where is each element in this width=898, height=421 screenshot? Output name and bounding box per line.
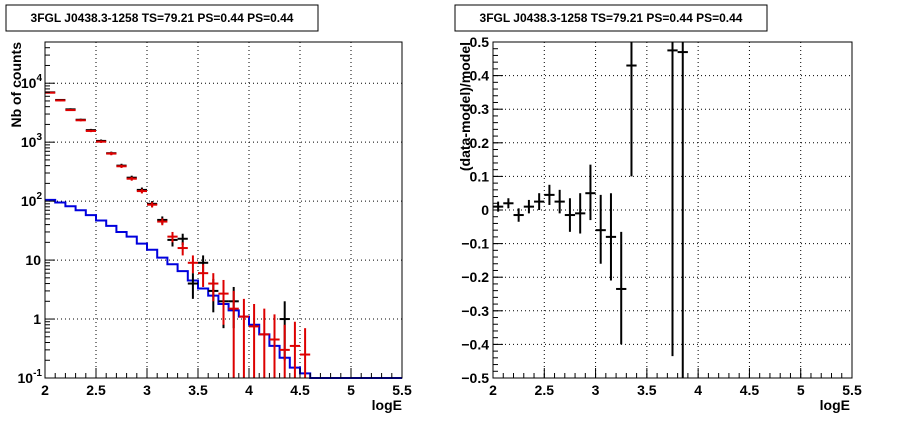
right-x-tick-label: 5 xyxy=(797,382,805,398)
left-y-tick-label: 103 xyxy=(21,132,43,150)
left-y-tick-label: 10-1 xyxy=(18,368,43,386)
left-x-tick-label: 4 xyxy=(245,382,253,398)
left-title: 3FGL J0438.3-1258 TS=79.21 PS=0.44 PS=0.… xyxy=(31,11,294,25)
left-x-tick-label: 4.5 xyxy=(290,382,310,398)
right-x-axis-label: logE xyxy=(820,397,850,413)
left-y-tick-label: 10 xyxy=(25,252,41,268)
right-x-tick-label: 2 xyxy=(489,382,497,398)
left-title-box xyxy=(5,4,319,32)
left-axes: 2 2.5 3 3.5 4 4.5 5 5.5 10-1 1 10 102 103 104 xyxy=(18,41,412,398)
right-plot-area xyxy=(493,42,688,378)
right-x-tick-label: 3.5 xyxy=(637,382,657,398)
left-x-axis-label: logE xyxy=(372,397,402,413)
left-y-tick-label: 102 xyxy=(21,191,43,209)
right-x-tick-label: 2.5 xyxy=(535,382,555,398)
right-y-tick-label: 0.1 xyxy=(470,168,490,184)
right-y-axis-label: (data-model)/model xyxy=(457,42,473,171)
left-x-tick-label: 5.5 xyxy=(392,382,412,398)
right-title: 3FGL J0438.3-1258 TS=79.21 PS=0.44 PS=0.… xyxy=(480,11,743,25)
right-y-tick-label: 0.5 xyxy=(470,34,490,50)
right-axes: 2 2.5 3 3.5 4 4.5 5 5.5 −0.5 −0.4 −0.3 −0.2 −0.1 0 0.1… xyxy=(461,34,862,398)
left-x-tick-label: 3.5 xyxy=(188,382,208,398)
right-x-tick-label: 5.5 xyxy=(842,382,862,398)
right-y-tick-label: −0.4 xyxy=(461,336,489,352)
right-y-tick-label: −0.3 xyxy=(461,303,489,319)
left-x-tick-label: 5 xyxy=(347,382,355,398)
left-x-tick-label: 3 xyxy=(143,382,151,398)
right-title-box xyxy=(454,4,768,32)
model-step-line xyxy=(45,198,402,379)
right-grid xyxy=(493,42,852,378)
right-y-tick-label: 0.2 xyxy=(470,135,490,151)
right-y-tick-label: 0 xyxy=(481,202,489,218)
right-y-tick-label: −0.5 xyxy=(461,370,489,386)
right-x-tick-label: 3 xyxy=(592,382,600,398)
right-x-tick-label: 4.5 xyxy=(740,382,760,398)
left-x-tick-label: 2 xyxy=(41,382,49,398)
right-x-tick-label: 4 xyxy=(694,382,702,398)
right-y-tick-label: −0.2 xyxy=(461,269,489,285)
left-plot-area xyxy=(45,91,402,379)
left-y-axis-label: Nb of counts xyxy=(8,42,24,128)
right-y-tick-label: 0.3 xyxy=(470,101,490,117)
left-panel: 3FGL J0438.3-1258 TS=79.21 PS=0.44 PS=0.… xyxy=(5,4,412,413)
left-x-tick-label: 2.5 xyxy=(86,382,106,398)
left-grid xyxy=(45,42,402,378)
left-y-tick-label: 104 xyxy=(21,73,43,91)
right-panel: 3FGL J0438.3-1258 TS=79.21 PS=0.44 PS=0.… xyxy=(454,4,862,413)
right-y-tick-label: 0.4 xyxy=(470,68,490,84)
right-y-tick-label: −0.1 xyxy=(461,236,489,252)
left-y-tick-label: 1 xyxy=(33,311,41,327)
